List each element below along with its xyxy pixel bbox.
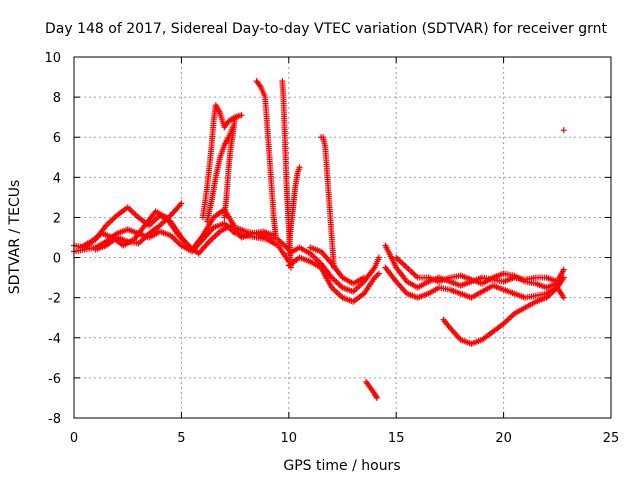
y-tick-label: -4	[48, 332, 61, 347]
series-tail-3	[393, 254, 561, 291]
series-spike-3	[253, 78, 279, 241]
y-tick-label: 2	[53, 211, 61, 226]
x-tick-label: 25	[603, 431, 620, 446]
x-tick-label: 5	[177, 431, 185, 446]
axis-tick-labels: 0 5 10 15 20 25 -8 -6 -4 -2 0 2 4 6 8 10	[44, 51, 619, 446]
series-mid-3	[307, 244, 367, 287]
y-tick-label: 10	[44, 51, 61, 66]
y-tick-label: 6	[53, 131, 61, 146]
x-tick-label: 10	[281, 431, 298, 446]
x-tick-label: 15	[388, 431, 405, 446]
data-series	[71, 78, 567, 401]
axis-ticks	[73, 56, 612, 419]
y-tick-label: 0	[53, 252, 61, 267]
series-spike-6	[318, 134, 337, 271]
series-spike-1	[199, 102, 245, 221]
x-tick-label: 0	[70, 431, 78, 446]
y-tick-label: -6	[48, 372, 61, 387]
x-axis-label: GPS time / hours	[283, 458, 400, 474]
series-spike-2	[221, 114, 239, 221]
series-low-arc	[440, 274, 567, 347]
series-low-segment	[363, 378, 380, 401]
y-tick-label: 4	[53, 171, 61, 186]
y-tick-label: -2	[48, 292, 61, 307]
series-outlier	[560, 127, 567, 134]
y-tick-label: -8	[48, 412, 61, 427]
x-tick-label: 20	[495, 431, 512, 446]
series-mid-2	[285, 254, 383, 305]
series-track-4	[92, 200, 185, 253]
y-tick-label: 8	[53, 91, 61, 106]
y-axis-label: SDTVAR / TECUs	[7, 180, 23, 295]
chart-title: Day 148 of 2017, Sidereal Day-to-day VTE…	[45, 21, 607, 37]
series-spike-1b	[204, 124, 236, 225]
series-mid-1	[285, 244, 383, 295]
series-spike-5	[285, 164, 303, 251]
plot-frame	[73, 56, 612, 419]
